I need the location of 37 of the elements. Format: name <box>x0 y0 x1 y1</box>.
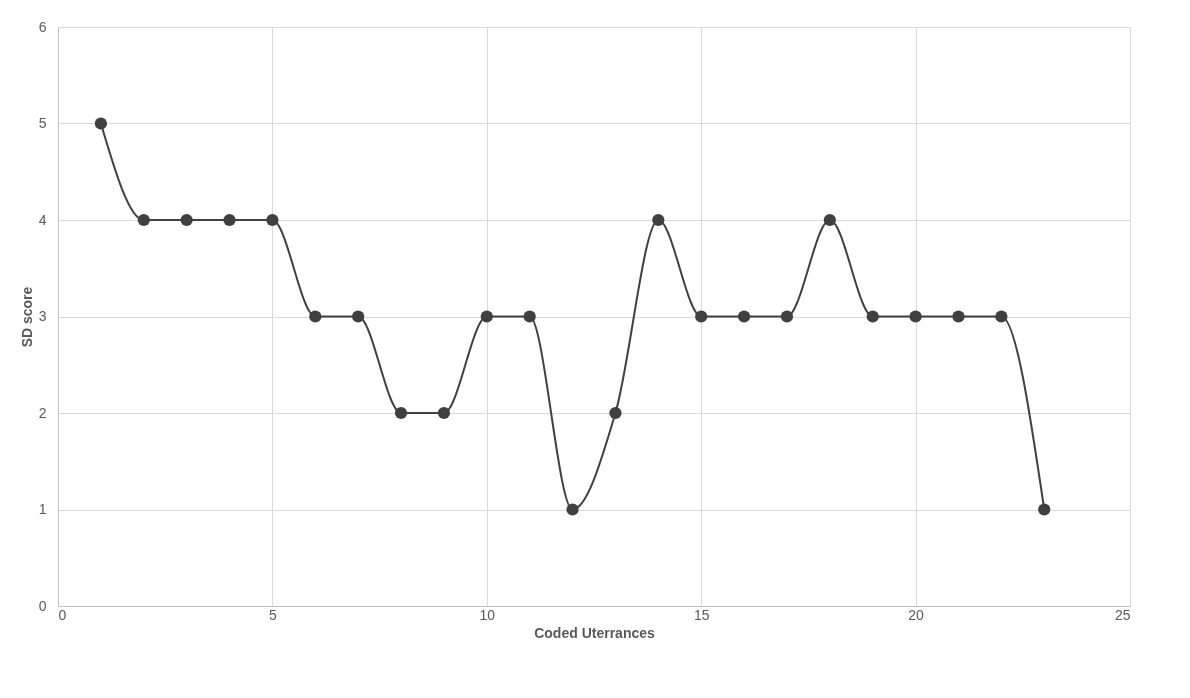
point <box>737 310 751 323</box>
point <box>437 406 451 420</box>
x-tick-label: 5 <box>269 606 277 623</box>
point <box>609 406 622 420</box>
point <box>652 213 665 227</box>
x-tick-label: 15 <box>693 606 710 623</box>
x-tick-label: 25 <box>1114 606 1131 623</box>
point <box>995 310 1008 323</box>
point <box>394 406 408 420</box>
point <box>266 213 279 227</box>
point <box>780 310 794 323</box>
y-tick-label: 3 <box>38 308 47 324</box>
y-tick-label: 5 <box>38 115 47 131</box>
point <box>909 310 922 323</box>
y-tick-label: 4 <box>38 211 47 228</box>
point <box>523 310 536 323</box>
point <box>352 310 365 323</box>
point <box>866 310 879 323</box>
x-tick-label: 20 <box>908 606 925 623</box>
point <box>1038 503 1051 516</box>
point <box>137 213 150 227</box>
y-tick-label: 6 <box>38 18 47 35</box>
point <box>94 117 107 130</box>
y-axis-title: SD score <box>18 286 35 348</box>
point <box>566 503 579 516</box>
y-tick-label: 2 <box>38 404 47 421</box>
point <box>823 213 836 227</box>
x-tick-label: 10 <box>479 606 496 623</box>
point <box>480 310 493 323</box>
point <box>952 310 965 323</box>
x-axis-title: Coded Uterrances <box>534 624 656 641</box>
point <box>695 310 708 323</box>
point <box>180 213 193 227</box>
point <box>223 213 236 227</box>
y-tick-label: 1 <box>38 501 47 517</box>
x-tick-label: 0 <box>58 606 67 623</box>
point <box>309 310 322 323</box>
